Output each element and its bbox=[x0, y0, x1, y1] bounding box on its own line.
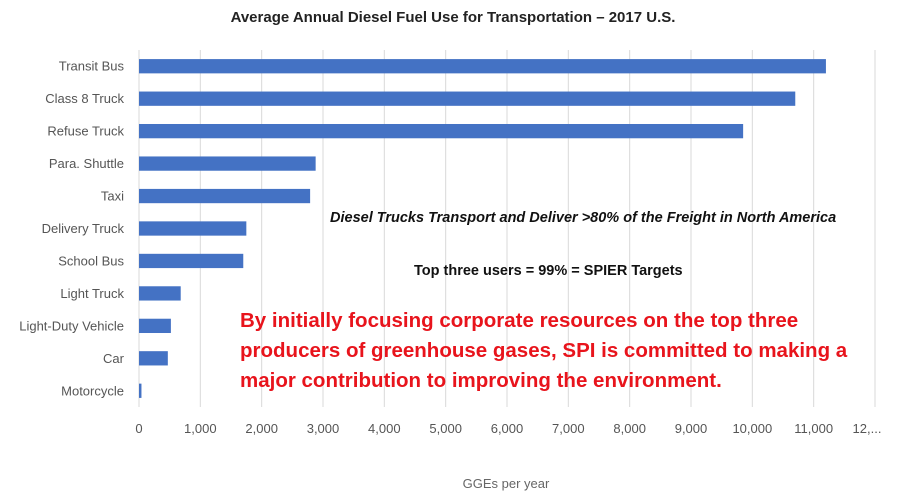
commitment-line: By initially focusing corporate resource… bbox=[240, 309, 799, 332]
x-tick-label: 12,... bbox=[853, 421, 882, 436]
x-tick-label: 2,000 bbox=[245, 421, 278, 436]
bar bbox=[139, 318, 171, 334]
gridlines bbox=[138, 50, 876, 407]
freight-annotation: Diesel Trucks Transport and Deliver >80%… bbox=[330, 210, 837, 226]
bars bbox=[139, 59, 826, 398]
x-tick-label: 4,000 bbox=[368, 421, 401, 436]
category-label: Car bbox=[103, 351, 125, 366]
category-label: Class 8 Truck bbox=[45, 91, 124, 106]
category-label: Refuse Truck bbox=[47, 124, 124, 139]
x-tick-label: 6,000 bbox=[491, 421, 524, 436]
chart-title: Average Annual Diesel Fuel Use for Trans… bbox=[231, 9, 676, 26]
bar bbox=[139, 156, 316, 171]
category-label: Taxi bbox=[101, 189, 124, 204]
category-label: School Bus bbox=[58, 253, 124, 268]
x-tick-label: 10,000 bbox=[732, 421, 772, 436]
bar bbox=[139, 286, 181, 301]
commitment-line: major contribution to improving the envi… bbox=[240, 369, 722, 392]
category-label: Delivery Truck bbox=[42, 221, 125, 236]
category-label: Light Truck bbox=[60, 286, 124, 301]
bar bbox=[139, 221, 247, 236]
x-tick-label: 0 bbox=[135, 421, 142, 436]
bar bbox=[139, 351, 168, 366]
x-tick-label: 1,000 bbox=[184, 421, 217, 436]
category-label: Light-Duty Vehicle bbox=[19, 318, 124, 333]
x-tick-label: 5,000 bbox=[429, 421, 462, 436]
category-label: Para. Shuttle bbox=[49, 156, 124, 171]
bar bbox=[139, 91, 796, 106]
bar bbox=[139, 253, 244, 269]
bar bbox=[139, 383, 142, 398]
commitment-statement: By initially focusing corporate resource… bbox=[240, 306, 880, 396]
x-tick-label: 8,000 bbox=[613, 421, 646, 436]
x-axis-title: GGEs per year bbox=[463, 476, 550, 491]
top-three-annotation: Top three users = 99% = SPIER Targets bbox=[414, 263, 683, 279]
x-tick-labels: 0 1,000 2,000 3,000 4,000 5,000 6,000 7,000 8,00… bbox=[135, 421, 881, 436]
x-tick-label: 7,000 bbox=[552, 421, 585, 436]
bar bbox=[139, 59, 826, 74]
x-tick-label: 9,000 bbox=[675, 421, 708, 436]
x-tick-label: 3,000 bbox=[307, 421, 340, 436]
category-label: Transit Bus bbox=[59, 59, 125, 74]
x-tick-label: 11,000 bbox=[794, 421, 833, 436]
bar bbox=[139, 123, 744, 139]
commitment-line: producers of greenhouse gases, SPI is co… bbox=[240, 339, 848, 362]
bar bbox=[139, 188, 311, 204]
category-label: Motorcycle bbox=[61, 383, 124, 398]
category-labels: Transit Bus Class 8 Truck Refuse Truck Para… bbox=[19, 59, 124, 399]
